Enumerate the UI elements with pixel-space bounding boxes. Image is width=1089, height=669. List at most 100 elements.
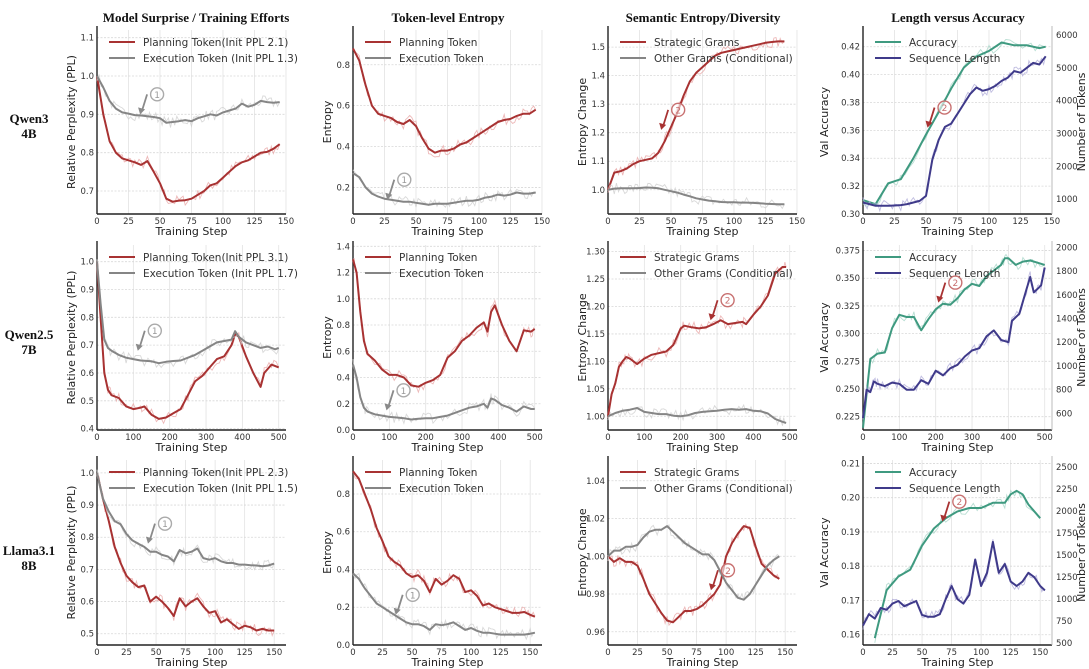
y-right-tick-label: 2000 bbox=[1056, 507, 1078, 517]
y-right-axis-label: Number of Tokens bbox=[1075, 72, 1088, 171]
y-tick-label: 0.7 bbox=[80, 187, 94, 197]
y-tick-label: 0.9 bbox=[80, 286, 94, 296]
legend-label: Sequence Length bbox=[909, 483, 1000, 495]
annotation-arrow-icon bbox=[939, 282, 947, 299]
series-raw-line-execution bbox=[96, 469, 275, 571]
y-axis-label: Relative Perplexity (PPL) bbox=[65, 271, 78, 405]
x-tick-label: 100 bbox=[891, 433, 907, 443]
y-tick-label: 1.30 bbox=[586, 248, 605, 258]
chart-panel-qwen25-length-acc: 0 100 200 300 400 500 0.225 0.250 0.275 0.300 0.32… bbox=[818, 241, 1088, 454]
annotation-arrowhead-icon bbox=[659, 122, 667, 130]
y-right-tick-label: 1200 bbox=[1056, 338, 1078, 348]
y-tick-label: 0.6 bbox=[336, 347, 350, 357]
y-tick-label: 1.0 bbox=[80, 258, 94, 268]
y-right-tick-label: 1250 bbox=[1056, 573, 1078, 583]
x-tick-label: 150 bbox=[266, 648, 282, 658]
x-axis-label: Training Step bbox=[666, 225, 739, 238]
y-right-tick-label: 1400 bbox=[1056, 315, 1078, 325]
y-tick-label: 0.9 bbox=[80, 110, 94, 120]
series-raw-line-execution bbox=[607, 182, 785, 210]
x-tick-label: 100 bbox=[207, 648, 223, 658]
y-tick-label: 1.0 bbox=[336, 295, 350, 305]
chart-panel-llama-semantic: 0 25 50 75 100 125 150 0.96 0.98 1.00 1.02 1.04 Trai… bbox=[576, 456, 797, 669]
y-tick-label: 0.30 bbox=[841, 210, 860, 220]
x-tick-label: 100 bbox=[636, 433, 652, 443]
annotation-number: 1 bbox=[410, 591, 416, 601]
y-tick-label: 0.275 bbox=[836, 357, 860, 367]
legend-label: Other Grams (Conditional) bbox=[654, 53, 793, 65]
annotation-arrow-icon bbox=[138, 330, 146, 347]
y-tick-label: 1.00 bbox=[586, 412, 605, 422]
series-line-execution bbox=[607, 525, 780, 601]
x-tick-label: 125 bbox=[757, 217, 773, 227]
series-line-planning bbox=[607, 40, 785, 191]
annotation-arrow-icon bbox=[711, 299, 719, 317]
annotation-arrow-icon bbox=[387, 390, 395, 407]
x-tick-label: 400 bbox=[490, 433, 506, 443]
annotation-circle-icon bbox=[952, 494, 967, 509]
annotation-circle-icon bbox=[149, 87, 165, 102]
legend-label: Planning Token bbox=[399, 252, 477, 264]
x-axis-label: Training Step bbox=[411, 441, 484, 454]
legend-label: Execution Token (Init PPL 1.5) bbox=[143, 483, 298, 495]
y-tick-label: 1.2 bbox=[591, 129, 605, 139]
chart-panel-qwen25-entropy: 0 100 200 300 400 500 0.0 0.2 0.4 0.6 0.8 1.0 1.2 1.4… bbox=[321, 241, 543, 454]
x-tick-label: 100 bbox=[125, 433, 141, 443]
x-tick-label: 75 bbox=[946, 648, 957, 658]
y-axis-label: Entropy Change bbox=[576, 508, 589, 597]
x-tick-label: 150 bbox=[777, 648, 793, 658]
annotation-arrowhead-icon bbox=[385, 192, 393, 200]
y-tick-label: 0.375 bbox=[836, 247, 860, 257]
row-label-size: 4B bbox=[21, 126, 37, 141]
x-tick-label: 50 bbox=[666, 217, 677, 227]
x-tick-label: 25 bbox=[377, 648, 388, 658]
x-tick-label: 300 bbox=[198, 433, 214, 443]
x-tick-label: 500 bbox=[1037, 433, 1053, 443]
y-right-tick-label: 5000 bbox=[1056, 64, 1078, 74]
y-tick-label: 0.7 bbox=[80, 565, 94, 575]
y-tick-label: 1.4 bbox=[591, 72, 605, 82]
y-right-tick-label: 1600 bbox=[1056, 291, 1078, 301]
y-tick-label: 0.6 bbox=[336, 102, 350, 112]
annotation-arrowhead-icon bbox=[384, 403, 392, 411]
x-tick-label: 100 bbox=[463, 648, 479, 658]
x-tick-label: 25 bbox=[121, 648, 132, 658]
legend-label: Planning Token(Init PPL 2.3) bbox=[143, 467, 288, 479]
series-raw-line-length bbox=[862, 539, 1046, 630]
legend-label: Execution Token bbox=[399, 53, 484, 65]
chart-panel-qwen3-semantic: 0 25 50 75 100 125 150 1.0 1.1 1.2 1.3 1.4 1.5 Traini… bbox=[576, 26, 805, 238]
series-line-planning bbox=[96, 261, 280, 420]
x-tick-label: 125 bbox=[1012, 217, 1028, 227]
x-tick-label: 75 bbox=[442, 217, 453, 227]
annotation-arrow-icon bbox=[388, 179, 396, 196]
y-right-tick-label: 1000 bbox=[1056, 362, 1078, 372]
annotation-arrowhead-icon bbox=[925, 120, 933, 128]
annotation-number: 2 bbox=[725, 567, 731, 577]
annotation-circle-icon bbox=[720, 293, 735, 308]
annotation-arrowhead-icon bbox=[940, 514, 948, 522]
series-line-planning bbox=[352, 259, 536, 388]
x-tick-label: 500 bbox=[271, 433, 287, 443]
annotation-number: 2 bbox=[942, 104, 948, 114]
y-tick-label: 1.05 bbox=[586, 385, 605, 395]
x-axis-label: Training Step bbox=[411, 656, 484, 669]
y-right-tick-label: 2000 bbox=[1056, 162, 1078, 172]
x-tick-label: 50 bbox=[411, 217, 422, 227]
x-tick-label: 0 bbox=[605, 217, 610, 227]
y-right-tick-label: 2250 bbox=[1056, 485, 1078, 495]
y-tick-label: 0.5 bbox=[80, 630, 94, 640]
y-tick-label: 0.225 bbox=[836, 413, 860, 423]
annotation-circle-icon bbox=[937, 100, 952, 115]
x-tick-label: 75 bbox=[952, 217, 963, 227]
x-tick-label: 0 bbox=[860, 648, 865, 658]
x-tick-label: 200 bbox=[928, 433, 944, 443]
x-tick-label: 200 bbox=[673, 433, 689, 443]
x-tick-label: 300 bbox=[964, 433, 980, 443]
x-tick-label: 300 bbox=[709, 433, 725, 443]
y-tick-label: 0.19 bbox=[841, 528, 860, 538]
x-tick-label: 100 bbox=[718, 648, 734, 658]
legend-label: Accuracy bbox=[909, 37, 957, 49]
x-tick-label: 0 bbox=[350, 648, 355, 658]
y-right-tick-label: 1000 bbox=[1056, 195, 1078, 205]
series-line-execution bbox=[352, 572, 536, 636]
